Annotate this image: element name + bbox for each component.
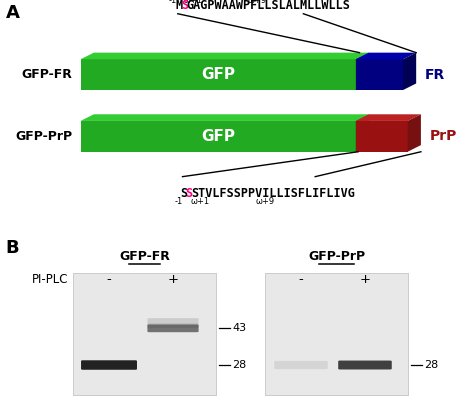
Text: -: -: [107, 272, 111, 286]
Text: -1: -1: [175, 197, 183, 206]
Text: PI-PLC: PI-PLC: [32, 272, 69, 286]
Text: -: -: [299, 272, 303, 286]
FancyBboxPatch shape: [147, 318, 199, 324]
Polygon shape: [356, 114, 369, 152]
Bar: [73, 273, 216, 394]
FancyBboxPatch shape: [81, 360, 137, 370]
Bar: [265, 273, 408, 394]
FancyBboxPatch shape: [274, 361, 328, 369]
Text: ω+9: ω+9: [247, 0, 266, 5]
Text: FR: FR: [425, 68, 445, 82]
Polygon shape: [356, 53, 416, 59]
Text: 43: 43: [232, 323, 246, 333]
FancyBboxPatch shape: [147, 324, 199, 332]
Text: +: +: [359, 272, 371, 286]
Text: B: B: [6, 239, 19, 257]
Text: S: S: [181, 0, 188, 12]
Bar: [81, 121, 356, 152]
Text: ω+1: ω+1: [191, 197, 210, 206]
Text: GFP-PrP: GFP-PrP: [15, 130, 72, 143]
Text: ω+9: ω+9: [256, 197, 275, 206]
Bar: [81, 59, 356, 90]
Text: GFP-FR: GFP-FR: [119, 250, 170, 263]
Text: GAGPWAAWPFLLSLALMLLWLLS: GAGPWAAWPFLLSLALMLLWLLS: [187, 0, 350, 12]
Text: -1: -1: [169, 0, 177, 5]
Text: GFP: GFP: [201, 67, 235, 82]
Text: GFP-FR: GFP-FR: [21, 68, 72, 81]
Bar: [356, 59, 403, 90]
Text: S: S: [186, 187, 193, 201]
Text: 28: 28: [232, 360, 246, 370]
Bar: [356, 121, 408, 152]
Text: M: M: [175, 0, 182, 12]
Polygon shape: [356, 114, 421, 121]
Text: GFP-PrP: GFP-PrP: [308, 250, 365, 263]
Polygon shape: [81, 114, 369, 121]
Text: S: S: [180, 187, 187, 201]
Text: PrP: PrP: [429, 129, 457, 144]
Text: STVLFSSPPVILLISFLIFLIVG: STVLFSSPPVILLISFLIFLIVG: [191, 187, 355, 201]
Text: A: A: [6, 4, 19, 22]
Polygon shape: [356, 53, 369, 90]
Polygon shape: [81, 53, 369, 59]
FancyBboxPatch shape: [338, 361, 392, 369]
FancyBboxPatch shape: [147, 323, 199, 328]
Text: 28: 28: [424, 360, 438, 370]
Polygon shape: [403, 53, 416, 90]
Text: ω+1: ω+1: [184, 0, 203, 5]
Polygon shape: [408, 114, 421, 152]
Text: GFP: GFP: [201, 129, 235, 144]
Text: +: +: [167, 272, 179, 286]
